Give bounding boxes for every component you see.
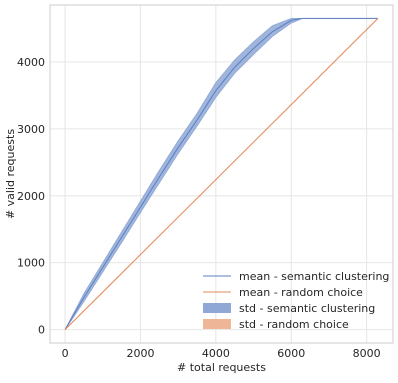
y-tick-label: 0 xyxy=(38,324,45,337)
y-tick-label: 3000 xyxy=(17,123,45,136)
x-tick-label: 0 xyxy=(62,347,69,360)
std-band-std-semantic-clustering xyxy=(64,17,378,330)
legend-band-swatch xyxy=(203,303,231,313)
y-tick-label: 2000 xyxy=(17,190,45,203)
y-tick-label: 4000 xyxy=(17,56,45,69)
x-axis-label: # total requests xyxy=(177,361,266,374)
y-tick-labels: 0 1000 2000 3000 4000 xyxy=(17,56,45,337)
mean-lines xyxy=(64,17,379,330)
legend-label: mean - semantic clustering xyxy=(239,270,389,283)
legend-label: std - semantic clustering xyxy=(239,302,375,315)
x-tick-label: 6000 xyxy=(277,347,305,360)
legend-band-swatch xyxy=(203,319,231,329)
y-tick-label: 1000 xyxy=(17,257,45,270)
plot-frame xyxy=(49,4,394,344)
legend: mean - semantic clustering mean - random … xyxy=(203,270,389,331)
x-tick-label: 4000 xyxy=(202,347,230,360)
legend-label: std - random choice xyxy=(239,318,349,331)
mean-line-mean-semantic-clustering xyxy=(64,17,378,330)
x-tick-labels: 0 2000 4000 6000 8000 xyxy=(62,347,381,360)
legend-item: mean - random choice xyxy=(203,286,363,299)
legend-item: mean - semantic clustering xyxy=(203,270,389,283)
x-tick-label: 2000 xyxy=(126,347,154,360)
legend-label: mean - random choice xyxy=(239,286,363,299)
legend-item: std - semantic clustering xyxy=(203,302,375,315)
y-axis-label: # valid requests xyxy=(4,129,17,219)
x-tick-label: 8000 xyxy=(353,347,381,360)
legend-item: std - random choice xyxy=(203,318,349,331)
mean-line-mean-random-choice xyxy=(64,18,379,330)
